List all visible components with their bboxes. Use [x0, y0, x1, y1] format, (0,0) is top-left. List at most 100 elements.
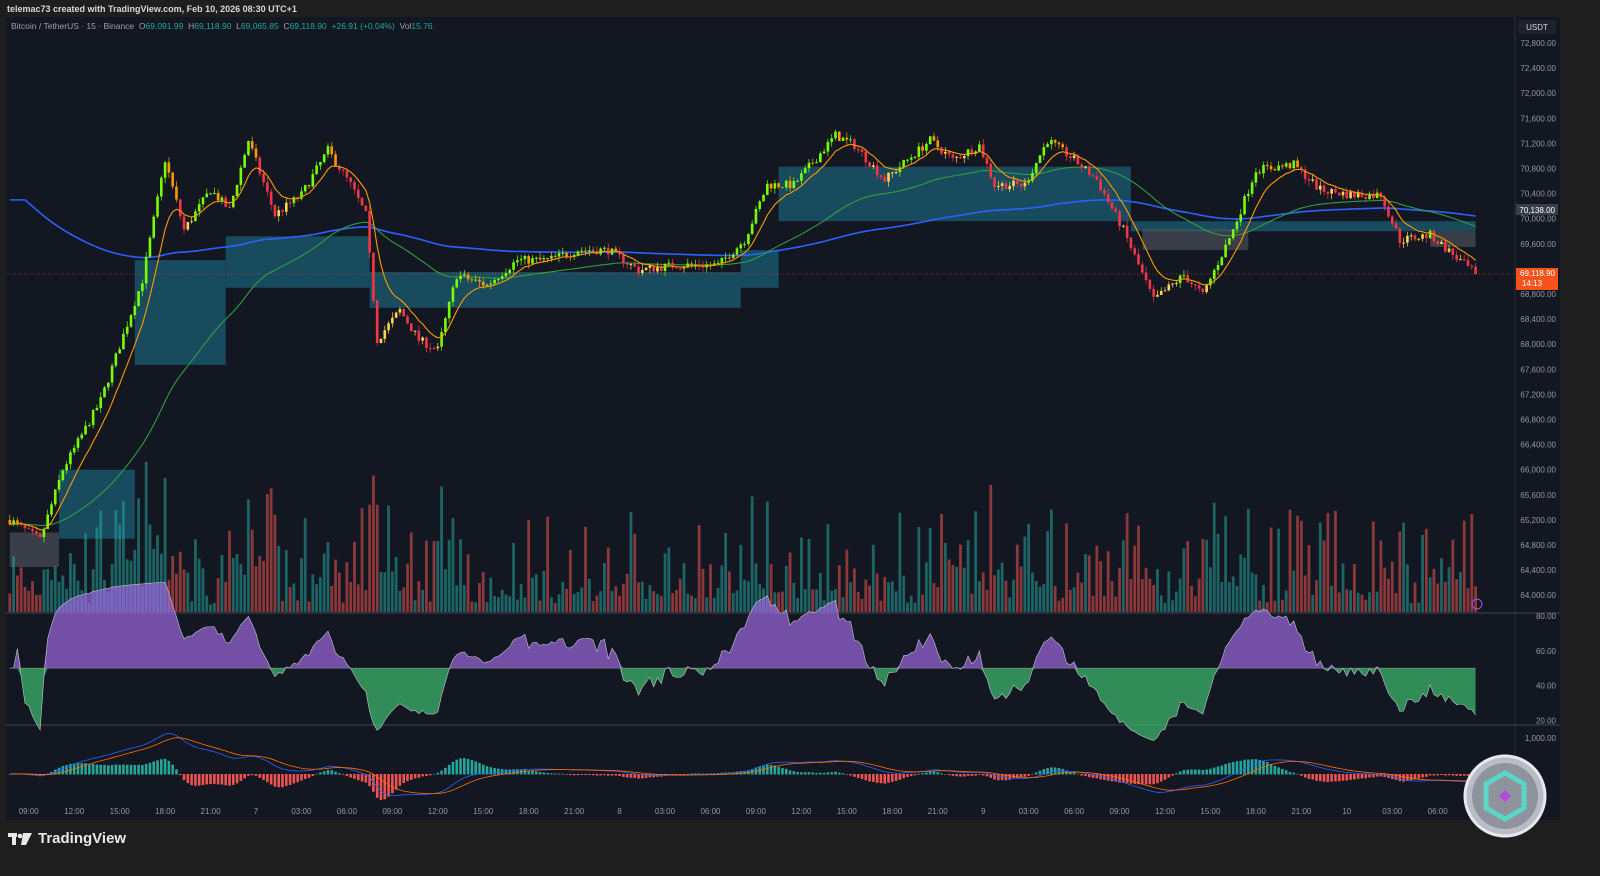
change-value: +26.91 (+0.04%)	[331, 21, 395, 31]
rsi-tick: 60.00	[1536, 647, 1557, 656]
candle-body	[1224, 244, 1227, 258]
macd-hist-bar	[1311, 774, 1315, 780]
macd-hist-bar	[250, 774, 254, 776]
volume-bar	[1360, 594, 1364, 612]
volume-bar	[640, 581, 644, 612]
candle-body	[281, 210, 284, 212]
volume-bar	[599, 591, 603, 612]
macd-hist-bar	[1114, 774, 1118, 782]
volume-bar	[1042, 584, 1046, 612]
candle-body	[921, 146, 924, 151]
price-tick: 68,400.00	[1520, 315, 1556, 324]
chart-panel[interactable]	[6, 17, 1560, 820]
volume-bar	[845, 549, 849, 612]
candle-body	[580, 250, 584, 252]
volume-bar	[788, 552, 792, 612]
macd-hist-bar	[137, 764, 140, 775]
macd-hist-bar	[1125, 774, 1129, 784]
candle-body	[773, 183, 777, 189]
candle-body	[819, 153, 822, 163]
volume-bar	[69, 553, 72, 612]
macd-tick: 1,000.00	[1525, 734, 1557, 743]
candle-body	[944, 151, 947, 154]
volume-bar	[1466, 588, 1470, 612]
candle-body	[864, 151, 868, 163]
candle-body	[27, 528, 31, 530]
volume-bar	[1065, 523, 1068, 612]
candle-body	[1459, 259, 1462, 261]
volume-bar	[739, 544, 743, 612]
tradingview-logo[interactable]: TradingView	[8, 830, 126, 847]
band-layer	[9, 166, 1476, 567]
candle-body	[1307, 178, 1311, 181]
symbol-name[interactable]: Bitcoin / TetherUS · 15 · Binance	[11, 21, 135, 31]
candle-body	[35, 531, 38, 534]
macd-hist-bar	[675, 774, 678, 776]
macd-hist-bar	[1409, 774, 1413, 781]
volume-bar	[84, 533, 87, 612]
volume-bar	[1349, 590, 1352, 612]
macd-hist-bar	[641, 774, 644, 779]
volume-bar	[709, 564, 712, 612]
macd-hist-bar	[95, 764, 99, 775]
candle-body	[985, 157, 989, 164]
candle-body	[1099, 179, 1102, 191]
volume-bar	[1057, 600, 1061, 612]
volume-bar	[606, 547, 610, 612]
macd-hist-bar	[470, 760, 474, 775]
macd-hist-bar	[993, 774, 996, 780]
volume-bar	[879, 600, 883, 612]
volume-bar	[800, 537, 803, 612]
candle-body	[637, 266, 640, 274]
price-tick: 72,000.00	[1520, 89, 1556, 98]
volume-bar	[515, 599, 519, 612]
macd-hist-bar	[921, 773, 924, 775]
volume-bar	[746, 581, 750, 612]
volume-bar	[91, 569, 95, 612]
candle-body	[834, 131, 837, 139]
macd-hist-bar	[1076, 773, 1080, 775]
price-tick: 70,800.00	[1520, 165, 1556, 174]
macd-hist-bar	[1250, 759, 1254, 775]
macd-hist-bar	[690, 773, 693, 775]
volume-bar	[538, 600, 542, 612]
candle-body	[978, 144, 981, 152]
candle-body	[743, 243, 746, 245]
volume-bar	[387, 505, 390, 612]
macd-hist-bar	[122, 764, 125, 775]
volume-bar	[296, 600, 300, 612]
volume-bar	[1046, 531, 1049, 612]
macd-hist-bar	[875, 774, 879, 783]
volume-bar	[853, 568, 856, 612]
volume-bar	[894, 591, 898, 612]
volume-bar	[1341, 563, 1345, 612]
macd-hist-bar	[709, 773, 712, 775]
macd-hist-bar	[637, 774, 640, 779]
volume-bar	[330, 585, 334, 612]
volume-bar	[1254, 574, 1258, 612]
candle-body	[1466, 260, 1470, 266]
candle-body	[894, 172, 898, 174]
volume-bar	[118, 524, 122, 612]
time-tick: 21:00	[1291, 807, 1312, 816]
volume-bar	[1004, 580, 1008, 612]
volume-bar	[220, 554, 224, 612]
candle-body	[356, 189, 360, 198]
macd-hist-bar	[1394, 774, 1398, 780]
currency-label[interactable]: USDT	[1526, 23, 1548, 32]
candle-body	[1118, 211, 1121, 227]
volume-bar	[349, 581, 353, 612]
candle-body	[928, 136, 932, 144]
candle-body	[1311, 179, 1315, 181]
macd-hist-bar	[887, 774, 890, 783]
candle-body	[557, 253, 561, 257]
candle-body	[160, 177, 163, 197]
volume-bar	[436, 540, 440, 612]
volume-bar	[300, 558, 303, 612]
volume-bar	[1443, 581, 1447, 612]
volume-bar	[591, 601, 595, 612]
volume-bar	[1447, 567, 1451, 612]
volume-bar	[1053, 585, 1057, 612]
volume-bar	[712, 597, 716, 612]
